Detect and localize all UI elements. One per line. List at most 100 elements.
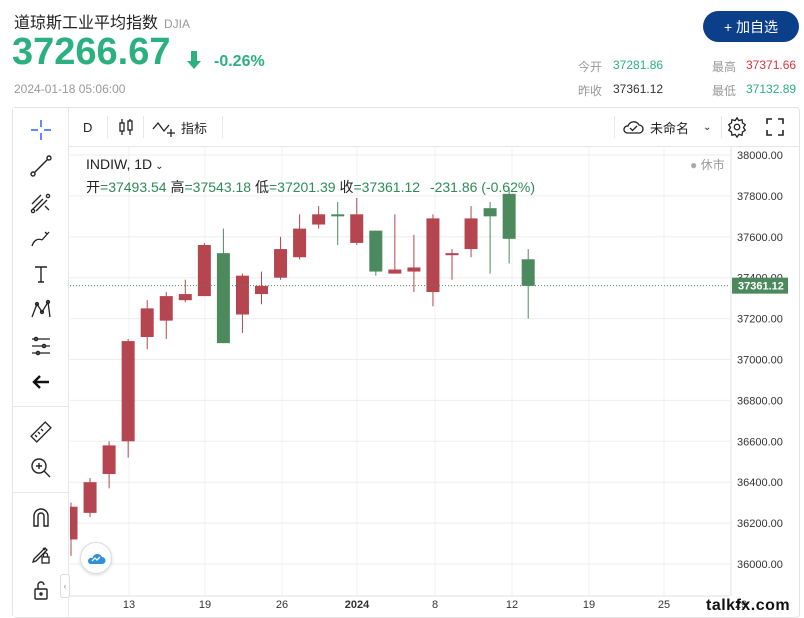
quote-datetime: 2024-01-18 05:06:00	[14, 82, 126, 96]
legend-high-label: 高	[170, 179, 185, 195]
indicators-button[interactable]: 指标	[151, 108, 207, 146]
candle-body	[502, 193, 516, 239]
trend-line-icon[interactable]	[27, 152, 55, 180]
interval-button[interactable]: D	[83, 119, 93, 135]
fib-tool-icon[interactable]	[27, 188, 55, 216]
candle-body	[83, 482, 97, 513]
y-tick-label: 37200.00	[737, 314, 783, 326]
status-dot-icon: ●	[690, 158, 698, 172]
candle-body	[178, 294, 192, 301]
legend-close: 37361.12	[361, 179, 421, 195]
last-price-line: 37361.12	[70, 277, 788, 294]
chart-grid	[70, 147, 730, 596]
x-tick-label: 19	[583, 599, 595, 611]
candle-body	[464, 218, 478, 250]
candle-body	[369, 230, 383, 272]
candle-body	[407, 267, 421, 272]
back-arrow-icon[interactable]	[27, 368, 55, 396]
prediction-tool-icon[interactable]	[27, 332, 55, 360]
instrument-code: DJIA	[164, 17, 191, 31]
indicators-icon	[152, 121, 175, 137]
price-axis: 38000.0037800.0037600.0037400.0037200.00…	[730, 147, 783, 596]
prev-close-value: 37361.12	[613, 82, 664, 96]
candle-body	[388, 269, 402, 274]
unlock-icon[interactable]	[27, 576, 55, 604]
open-value: 37281.86	[613, 58, 664, 72]
last-price-label: 37361.12	[738, 281, 784, 293]
candle-body	[521, 259, 535, 286]
y-tick-label: 36200.00	[737, 518, 783, 530]
y-tick-label: 36800.00	[737, 395, 783, 407]
watermark: talkfx.com	[706, 597, 791, 614]
arrow-down-icon	[186, 50, 202, 75]
lock-drawings-icon[interactable]	[27, 540, 55, 568]
candle-body	[235, 275, 249, 315]
cloud-icon	[623, 121, 644, 134]
x-tick-label: 25	[658, 599, 670, 611]
candle-series	[70, 187, 535, 556]
candle-body	[216, 253, 230, 344]
candle-body	[70, 506, 78, 540]
candle-body	[140, 308, 154, 338]
x-tick-label: 29	[735, 599, 747, 611]
go-to-realtime-button[interactable]	[80, 542, 112, 574]
y-tick-label: 37600.00	[737, 232, 783, 244]
legend-high: 37543.18	[192, 179, 252, 195]
candle-body	[159, 296, 173, 321]
collapse-toolbar-handle[interactable]: ‹	[60, 574, 70, 598]
low-label: 最低	[712, 84, 737, 98]
candle-body	[274, 249, 288, 278]
market-status-label: 休市	[700, 158, 725, 172]
legend-low-label: 低	[254, 179, 269, 195]
ohlc-legend: 开=37493.54 高=37543.18 低=37201.39 收=37361…	[86, 179, 535, 195]
layout-name: 未命名	[650, 120, 690, 136]
crosshair-icon[interactable]	[27, 116, 55, 144]
instrument-name: 道琼斯工业平均指数	[14, 15, 159, 32]
candle-body	[293, 228, 307, 258]
y-tick-label: 37800.00	[737, 191, 783, 203]
layout-menu[interactable]: 未命名 ⌄	[622, 108, 711, 146]
candle-body	[331, 214, 345, 217]
series-legend[interactable]: INDIW, 1D ⌄	[86, 156, 164, 172]
settings-gear-icon[interactable]	[726, 108, 748, 146]
legend-low: 37201.39	[277, 179, 336, 195]
ruler-icon[interactable]	[27, 418, 55, 446]
chart-toolbar: D 指标 未命名 ⌄	[69, 108, 799, 147]
y-tick-label: 38000.00	[737, 150, 783, 162]
brush-icon[interactable]	[27, 224, 55, 252]
high-label: 最高	[712, 60, 737, 74]
high-value: 37371.66	[746, 58, 797, 72]
x-tick-label: 26	[276, 599, 288, 611]
x-tick-label: 12	[506, 599, 518, 611]
series-symbol: INDIW, 1D	[86, 156, 153, 172]
text-tool-icon[interactable]	[27, 260, 55, 288]
candlestick-type-icon[interactable]	[117, 108, 135, 146]
y-tick-label: 36000.00	[737, 559, 783, 571]
candle-body	[312, 214, 326, 225]
legend-open: 37493.54	[108, 179, 167, 195]
x-tick-label: 19	[199, 599, 211, 611]
fullscreen-icon[interactable]	[765, 108, 785, 146]
candle-body	[350, 214, 364, 243]
market-status: ● 休市	[690, 156, 725, 173]
candle-body	[255, 285, 268, 295]
low-value: 37132.89	[746, 82, 797, 96]
candle-body	[197, 244, 211, 297]
pattern-tool-icon[interactable]	[27, 296, 55, 324]
open-label: 今开	[578, 60, 603, 74]
add-watchlist-button[interactable]: + 加自选	[703, 11, 799, 42]
magnet-icon[interactable]	[27, 504, 55, 532]
drawing-toolbar	[13, 108, 69, 617]
candle-body	[445, 253, 459, 256]
cloud-chart-icon	[88, 553, 106, 564]
zoom-in-icon[interactable]	[27, 454, 55, 482]
instrument-title: 道琼斯工业平均指数 DJIA	[14, 9, 190, 33]
y-tick-label: 36400.00	[737, 477, 783, 489]
x-tick-label: 2024	[345, 599, 370, 611]
last-price: 37266.67	[12, 31, 171, 73]
legend-open-label: 开	[86, 179, 100, 195]
candle-body	[483, 208, 497, 217]
y-tick-label: 37000.00	[737, 355, 783, 367]
change-percent: -0.26%	[214, 53, 265, 70]
